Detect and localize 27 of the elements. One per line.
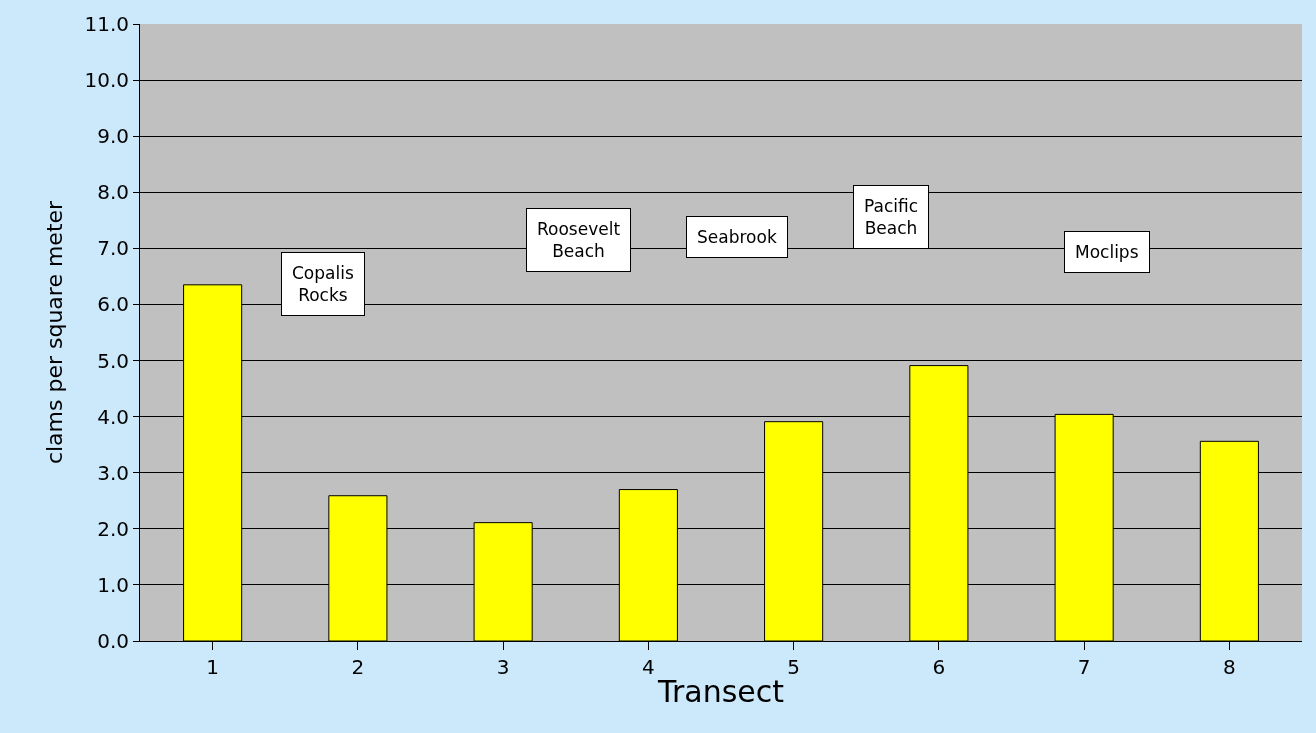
y-tick-label: 11.0: [84, 12, 129, 36]
y-tick-label: 8.0: [97, 180, 129, 205]
annotation: Moclips: [1075, 242, 1139, 262]
annotation: Seabrook: [697, 227, 777, 247]
annotation: Roosevelt Beach: [537, 219, 621, 262]
annotation: Copalis Rocks: [292, 263, 354, 306]
y-axis-title: clams per square meter: [42, 199, 68, 465]
y-tick-label: 3.0: [97, 460, 129, 485]
x-tick-label: 2: [351, 655, 365, 679]
x-tick-label: 1: [206, 655, 219, 679]
y-tick-label: 0.0: [97, 629, 129, 653]
y-tick-label: 2.0: [97, 516, 129, 541]
y-tick-label: 7.0: [97, 236, 129, 261]
x-tick-label: 3: [496, 655, 510, 679]
y-tick-label: 10.0: [84, 68, 129, 93]
x-tick-label: 4: [642, 655, 655, 679]
y-tick-label: 9.0: [97, 124, 129, 149]
x-tick-label: 5: [787, 655, 800, 679]
x-tick-label: 8: [1223, 655, 1236, 679]
y-tick-label: 5.0: [97, 348, 129, 373]
annotation: Pacific Beach: [864, 196, 919, 239]
y-tick-label: 6.0: [97, 292, 129, 317]
x-axis-title: Transect: [657, 673, 785, 709]
y-tick-label: 1.0: [97, 572, 129, 597]
x-tick-label: 6: [932, 655, 946, 679]
y-tick-label: 4.0: [97, 404, 129, 429]
x-tick-label: 7: [1077, 655, 1091, 679]
